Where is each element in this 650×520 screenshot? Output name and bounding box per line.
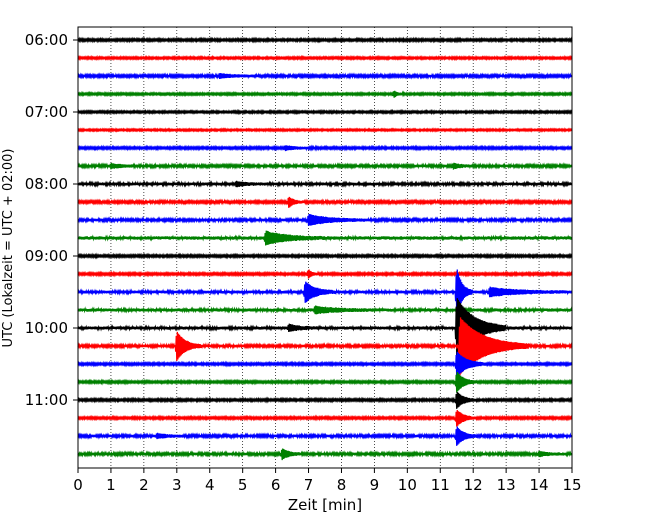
trace-1015	[77, 317, 573, 376]
y-axis-ticks: 06:00 07:00 08:00 09:00 10:00 11:00	[25, 31, 78, 409]
trace-0730	[77, 144, 573, 152]
x-tick-label: 6	[271, 476, 281, 494]
y-tick-label: 06:00	[25, 31, 68, 49]
trace-0900	[77, 252, 573, 260]
x-tick-label: 3	[172, 476, 182, 494]
trace-0830	[77, 213, 573, 226]
trace-0845	[77, 230, 573, 246]
trace-1030	[77, 351, 573, 377]
x-axis-label: Zeit [min]	[288, 496, 362, 514]
x-tick-label: 12	[464, 476, 483, 494]
trace-0745	[77, 162, 573, 170]
y-tick-label: 10:00	[25, 319, 68, 337]
x-tick-label: 13	[497, 476, 516, 494]
trace-0930	[77, 269, 573, 318]
y-tick-label: 07:00	[25, 103, 68, 121]
x-tick-label: 5	[238, 476, 248, 494]
trace-0645	[77, 90, 573, 98]
seismogram-traces	[77, 36, 573, 461]
trace-0715	[77, 127, 573, 133]
x-tick-label: 7	[304, 476, 314, 494]
plot-border	[77, 26, 573, 469]
x-tick-label: 15	[562, 476, 581, 494]
trace-0630	[77, 72, 573, 80]
x-tick-label: 8	[337, 476, 347, 494]
plot-area	[78, 27, 572, 468]
x-tick-label: 0	[73, 476, 83, 494]
trace-1130	[77, 426, 573, 446]
trace-1045	[77, 372, 573, 393]
x-tick-label: 14	[530, 476, 549, 494]
x-tick-label: 9	[370, 476, 380, 494]
trace-0600	[77, 36, 573, 44]
x-tick-label: 4	[205, 476, 215, 494]
y-axis-label: UTC (Lokalzeit = UTC + 02:00)	[1, 149, 16, 348]
x-tick-label: 10	[398, 476, 417, 494]
trace-1115	[77, 410, 573, 427]
y-tick-label: 11:00	[25, 391, 68, 409]
trace-1000	[77, 298, 573, 359]
trace-0945	[77, 305, 573, 315]
trace-0815	[77, 196, 573, 208]
trace-0700	[77, 108, 573, 116]
x-axis-ticks: 0 1 2 3 4 5 6 7 8 9 10 11 12 13 14 15	[73, 468, 582, 494]
y-tick-label: 08:00	[25, 175, 68, 193]
trace-1145	[77, 448, 573, 461]
trace-0615	[77, 54, 573, 62]
trace-1100	[77, 391, 573, 409]
x-tick-label: 2	[139, 476, 149, 494]
trace-0800	[77, 180, 573, 188]
x-tick-label: 1	[106, 476, 116, 494]
y-tick-label: 09:00	[25, 247, 68, 265]
trace-0915	[77, 269, 573, 279]
x-tick-label: 11	[431, 476, 450, 494]
